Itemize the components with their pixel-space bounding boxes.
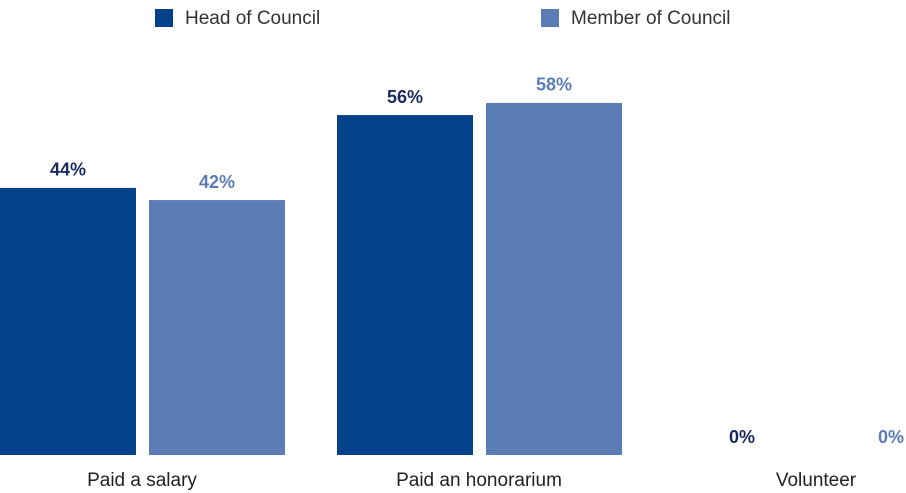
- bar: [0, 187, 136, 456]
- legend-label: Member of Council: [571, 8, 730, 29]
- value-label: 0%: [878, 427, 904, 447]
- legend-swatch: [541, 9, 559, 27]
- bar: [486, 102, 622, 455]
- legend-label: Head of Council: [185, 8, 320, 29]
- category-label: Volunteer: [776, 470, 857, 491]
- value-label: 44%: [50, 160, 86, 180]
- category-label: Paid a salary: [87, 470, 197, 491]
- bar: [149, 200, 285, 455]
- bar: [337, 115, 473, 455]
- category-label: Paid an honorarium: [396, 470, 562, 491]
- value-label: 42%: [199, 172, 235, 192]
- legend-swatch: [155, 9, 173, 27]
- value-label: 56%: [387, 87, 423, 107]
- value-label: 58%: [536, 75, 572, 95]
- value-label: 0%: [729, 427, 755, 447]
